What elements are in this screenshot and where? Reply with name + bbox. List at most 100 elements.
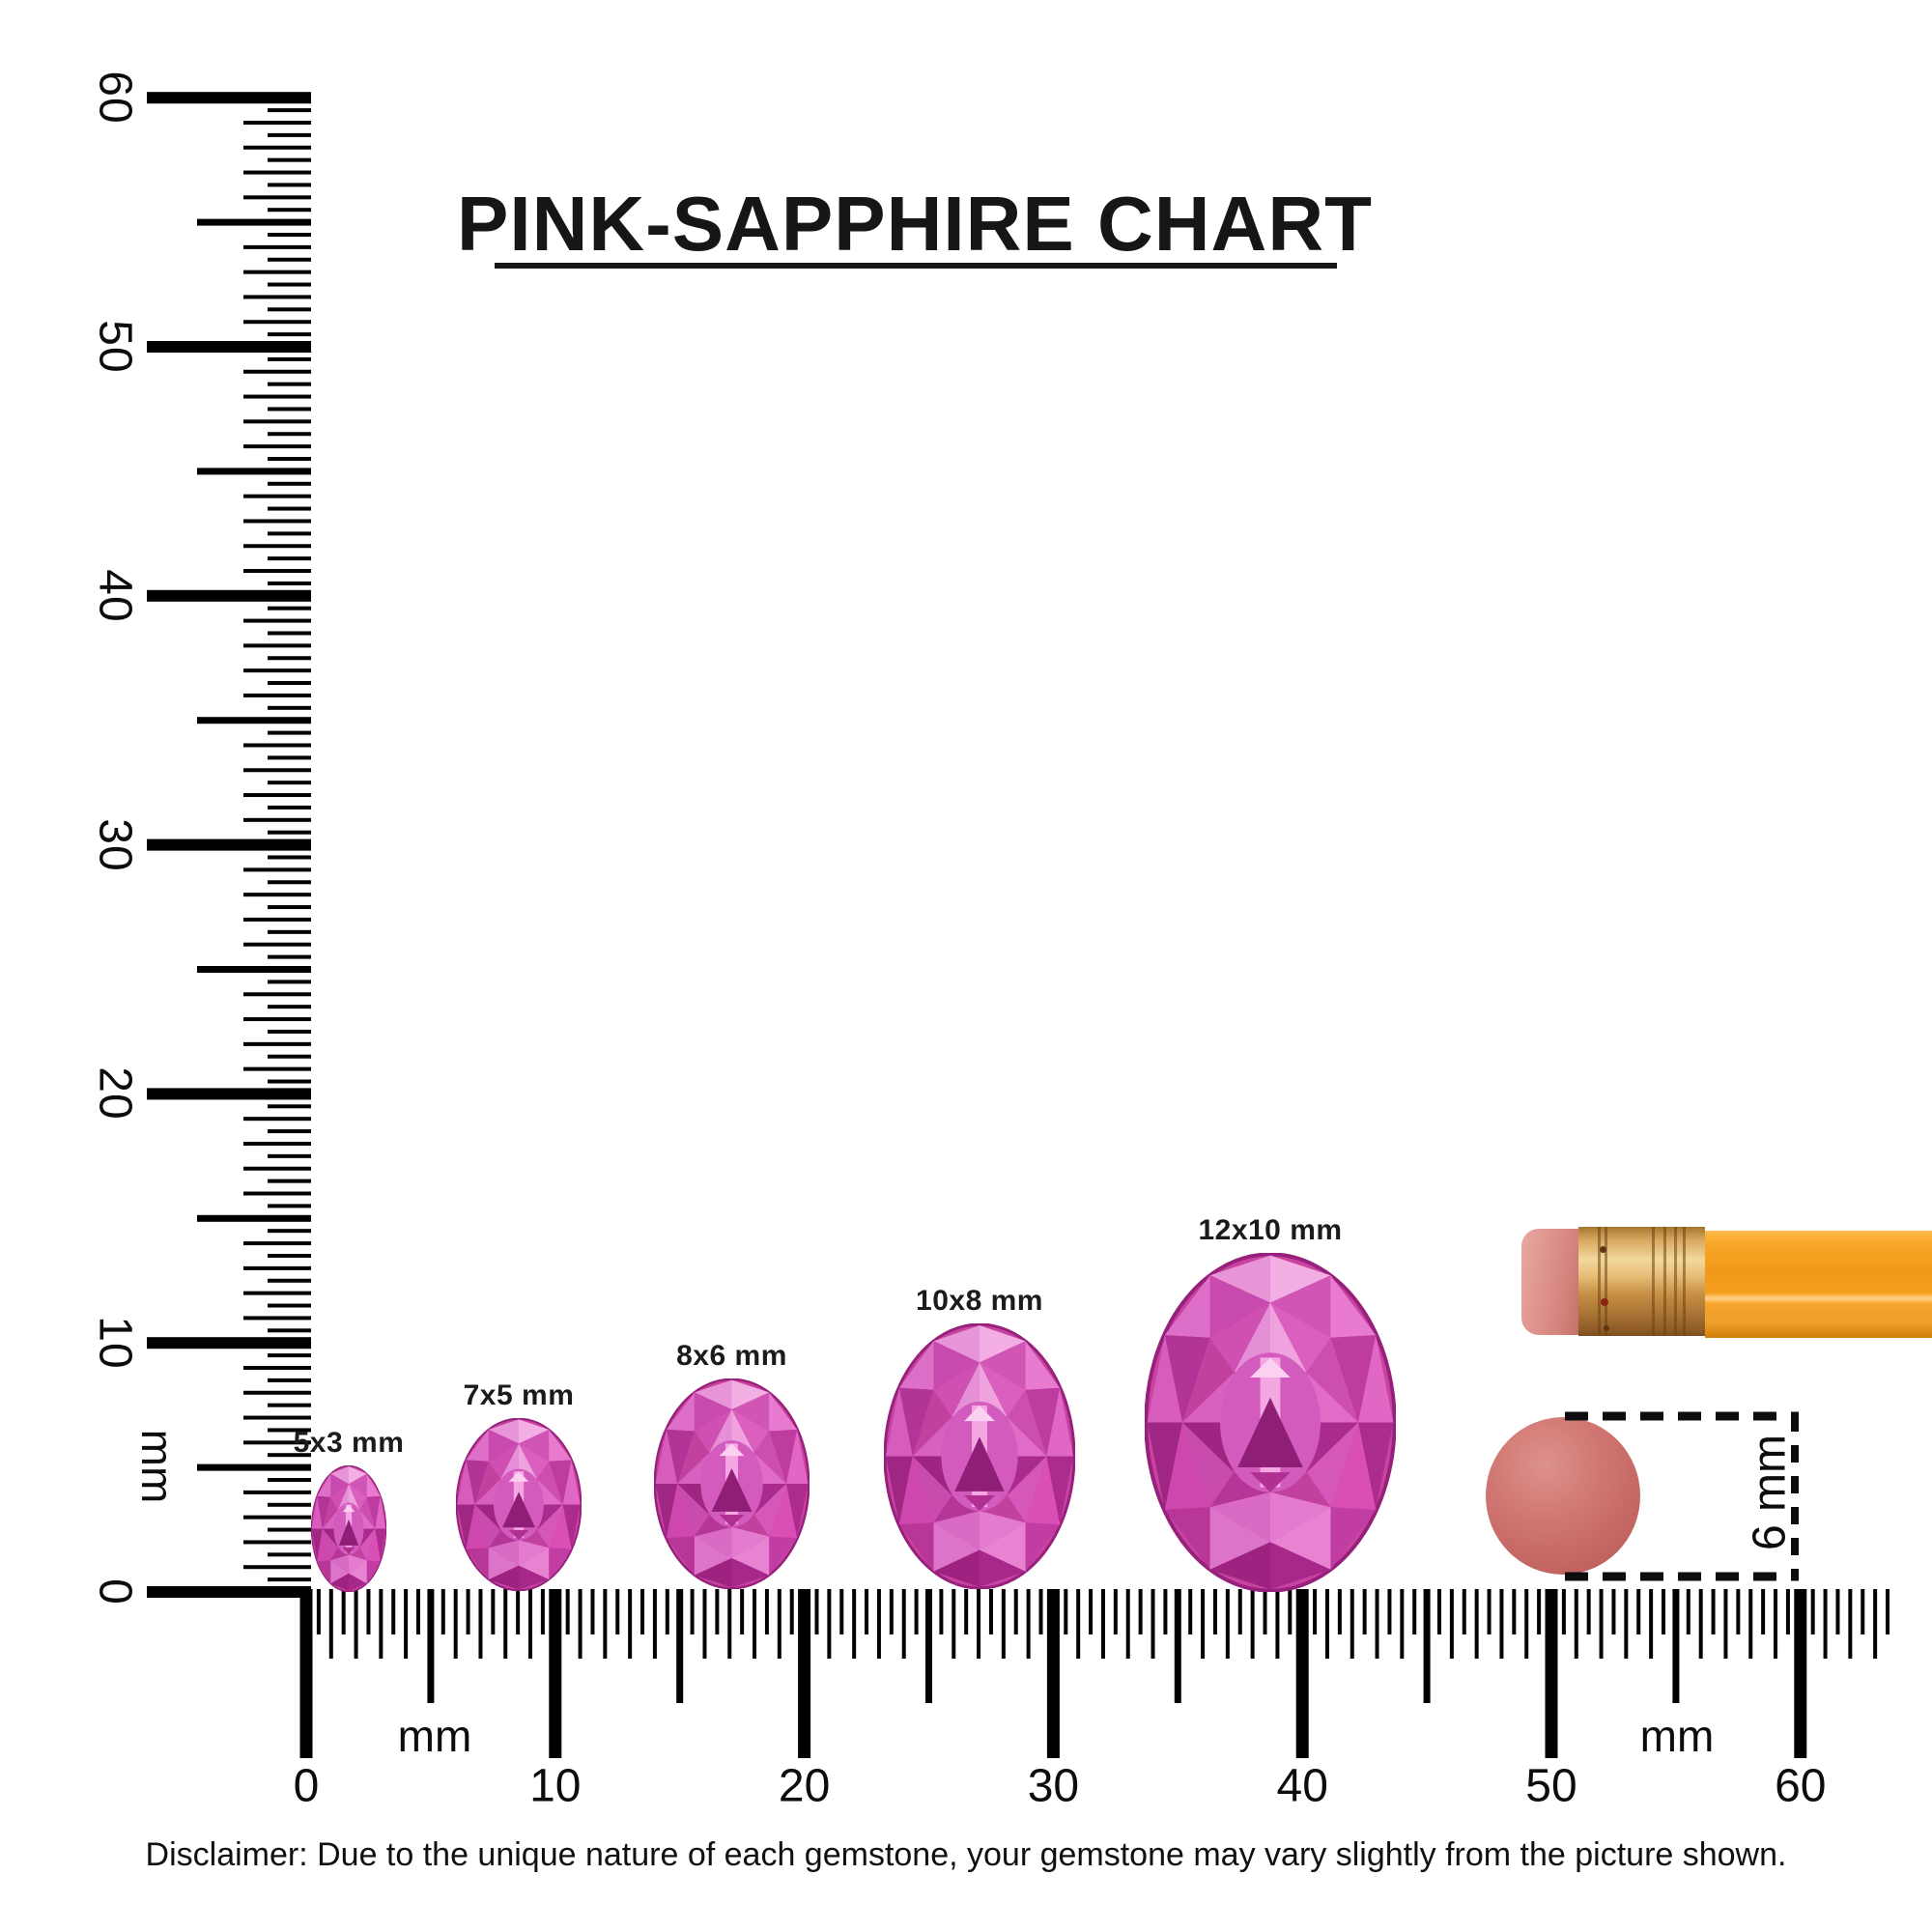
ferrule-groove [1683,1227,1686,1336]
ruler-tick [243,1515,311,1520]
ruler-tick [1337,1589,1342,1634]
ruler-tick [268,1104,311,1109]
vertical-ruler-number: 0 [89,1578,141,1605]
ruler-tick [1225,1589,1230,1659]
ruler-tick [268,980,311,984]
ruler-tick [268,1129,311,1134]
ruler-tick [268,1328,311,1333]
ruler-tick [268,1428,311,1433]
gem-12x10: 12x10 mm [1145,1214,1396,1592]
ruler-tick [565,1589,570,1634]
ruler-tick [243,618,311,623]
ruler-tick [268,531,311,536]
ruler-tick [268,781,311,785]
ruler-tick [676,1589,684,1703]
ruler-tick [268,282,311,287]
ruler-tick [1848,1589,1853,1659]
ruler-tick [1188,1589,1193,1634]
ruler-tick [516,1589,521,1634]
ruler-tick [549,1589,562,1758]
ruler-tick [268,1378,311,1382]
ruler-tick [147,838,311,851]
ruler-tick [243,1241,311,1246]
ruler-tick [243,1490,311,1494]
ruler-tick [416,1589,421,1634]
ruler-tick [243,817,311,822]
ruler-tick [1761,1589,1766,1634]
ruler-tick [268,108,311,113]
ruler-tick [379,1589,384,1659]
ruler-tick [268,157,311,162]
ruler-tick [839,1589,844,1634]
ruler-tick [243,693,311,697]
ruler-tick [740,1589,745,1634]
ruler-tick [901,1589,906,1659]
ruler-tick [702,1589,707,1659]
ruler-tick [1524,1589,1529,1659]
vertical-ruler-number: 60 [89,71,141,125]
vertical-ruler [147,92,311,1598]
ruler-tick [243,1017,311,1022]
ruler-tick [1545,1589,1558,1758]
ruler-tick [404,1589,409,1659]
ruler-tick [1736,1589,1741,1634]
pencil-body [1705,1231,1932,1338]
ruler-tick [1474,1589,1479,1659]
ruler-tick [1263,1589,1267,1634]
ruler-tick [1076,1589,1081,1659]
ruler-tick [1026,1589,1031,1659]
ruler-tick [925,1589,932,1703]
ruler-tick [1823,1589,1828,1659]
ruler-tick [1586,1589,1591,1634]
vertical-ruler-number: 20 [89,1066,141,1122]
ferrule-groove [1674,1227,1677,1336]
ferrule-groove [1605,1227,1607,1336]
vertical-ruler-number: 10 [89,1316,141,1370]
ruler-tick [865,1589,869,1634]
ruler-tick [1698,1589,1703,1659]
ruler-tick [268,581,311,585]
ruler-tick [1288,1589,1293,1634]
ruler-tick [764,1589,769,1634]
ruler-tick [197,1463,311,1471]
ruler-tick [1686,1589,1690,1634]
ruler-tick [268,1527,311,1532]
ruler-tick [540,1589,545,1634]
ruler-tick [1611,1589,1616,1634]
ruler-tick [243,170,311,175]
gem-size-label: 8x6 mm [676,1340,787,1372]
ruler-tick [652,1589,657,1659]
ruler-tick [268,1403,311,1407]
ruler-tick [1387,1589,1392,1634]
ruler-tick [268,432,311,437]
ruler-tick [1201,1589,1206,1659]
ruler-tick [1237,1589,1242,1634]
ruler-tick [243,768,311,773]
vertical-ruler-number: 40 [89,569,141,623]
horizontal-ruler [299,1589,1890,1758]
ruler-tick [1001,1589,1006,1659]
ruler-tick [197,1214,311,1222]
ruler-tick [268,332,311,337]
ruler-tick [1723,1589,1728,1659]
vertical-ruler-number: 30 [89,817,141,872]
ruler-tick [1313,1589,1318,1634]
ruler-tick [268,457,311,462]
ruler-tick [243,1265,311,1270]
ruler-tick [1649,1589,1654,1659]
ruler-tick [1295,1589,1309,1758]
ruler-tick [243,1291,311,1295]
horizontal-ruler-unit-label-left: mm [397,1711,472,1761]
ruler-tick [243,1066,311,1071]
ruler-tick [268,805,311,810]
ruler-tick [478,1589,483,1659]
ruler-tick [268,1005,311,1009]
ferrule-rivet [1601,1298,1608,1306]
ruler-tick [268,730,311,735]
ruler-tick [1350,1589,1354,1659]
ruler-tick [268,681,311,686]
ruler-tick [243,270,311,274]
ruler-tick [1785,1589,1790,1634]
ruler-tick [243,369,311,374]
ruler-tick [243,992,311,997]
